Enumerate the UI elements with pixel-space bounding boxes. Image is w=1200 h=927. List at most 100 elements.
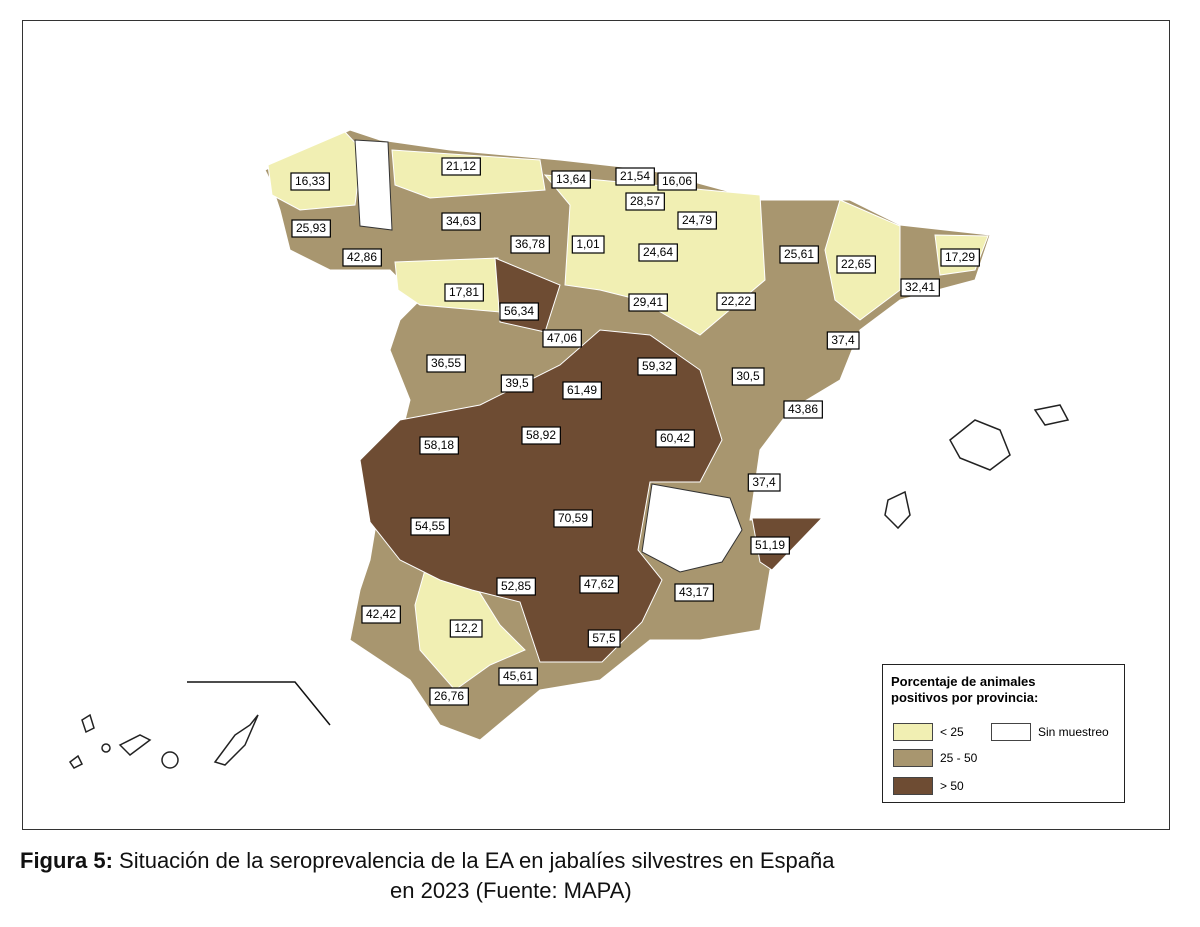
label-box [342,248,382,267]
island [161,751,179,769]
province-label: 21,54 [620,169,650,183]
label-box [441,157,481,176]
label-box [426,354,466,373]
province-label: 37,4 [752,475,776,489]
label-box [747,473,781,492]
island [68,754,84,769]
province-label: 54,55 [415,519,445,533]
province-label: 43,17 [679,585,709,599]
province-label: 45,61 [503,669,533,683]
caption: Figura 5: Situación de la seroprevalenci… [20,846,1080,906]
legend-title-line: Porcentaje de animales [891,674,1036,689]
label-box [750,536,790,555]
province-label: 47,06 [547,331,577,345]
label-box [521,426,561,445]
island [213,714,259,766]
label-box [542,329,582,348]
label-box [551,170,591,189]
province-label: 22,22 [721,294,751,308]
label-box [677,211,717,230]
province-label: 29,41 [633,295,663,309]
province-label: 36,55 [431,356,461,370]
region [354,139,393,231]
label-box [779,245,819,264]
caption-text: Situación de la seroprevalencia de la EA… [119,848,835,873]
label-box [783,400,823,419]
label-box [826,331,860,350]
island [118,734,152,756]
label-box [655,429,695,448]
island [949,419,1011,471]
label-box [553,509,593,528]
province-label: 36,78 [515,237,545,251]
province-label: 13,64 [556,172,586,186]
province-label: 32,41 [905,280,935,294]
regions [264,129,991,741]
province-label: 24,79 [682,213,712,227]
caption-figure: Figura 5: [20,848,113,873]
province-label: 21,12 [446,159,476,173]
legend-swatch [893,777,933,795]
label-box [900,278,940,297]
legend-label: < 25 [940,725,964,739]
province-label: 43,86 [788,402,818,416]
province-label: 24,64 [643,245,673,259]
province-label: 42,42 [366,607,396,621]
label-box [836,255,876,274]
label-box [674,583,714,602]
legend-title-line: positivos por provincia: [891,690,1039,705]
canary-inset-line [187,681,331,726]
island [884,490,911,530]
islands [68,404,1070,769]
province-label: 1,01 [576,237,600,251]
label-box [291,219,331,238]
province-label: 25,61 [784,247,814,261]
region [641,483,743,573]
label-box [657,172,697,191]
legend-swatch [991,723,1031,741]
label-box [449,619,483,638]
province-label: 30,5 [736,369,760,383]
label-box [638,243,678,262]
label-box [410,517,450,536]
province-label: 51,19 [755,538,785,552]
label-box [444,283,484,302]
province-label: 60,42 [660,431,690,445]
province-label: 42,86 [347,250,377,264]
map-frame [22,20,1170,830]
label-box [290,172,330,191]
province-label: 17,81 [449,285,479,299]
region [267,131,363,211]
label-box [419,436,459,455]
label-box [500,374,534,393]
province-label: 17,29 [945,250,975,264]
label-box [429,687,469,706]
province-label: 70,59 [558,511,588,525]
legend-label: > 50 [940,779,964,793]
legend-swatch [893,749,933,767]
province-label: 37,4 [831,333,855,347]
province-label: 26,76 [434,689,464,703]
province-label: 34,63 [446,214,476,228]
legend-title: Porcentaje de animales positivos por pro… [891,674,1038,706]
legend: Porcentaje de animales positivos por pro… [882,664,1125,803]
province-label: 58,18 [424,438,454,452]
region [359,329,723,663]
label-box [615,167,655,186]
province-label: 47,62 [584,577,614,591]
island [81,713,95,734]
legend-swatch [893,723,933,741]
label-box [587,629,621,648]
province-label: 12,2 [454,621,478,635]
label-box [562,381,602,400]
caption-text: en 2023 (Fuente: MAPA) [390,878,632,903]
label-box [731,367,765,386]
label-box [579,575,619,594]
label-box [940,248,980,267]
label-box [625,192,665,211]
label-box [499,302,539,321]
label-box [361,605,401,624]
label-box [498,667,538,686]
